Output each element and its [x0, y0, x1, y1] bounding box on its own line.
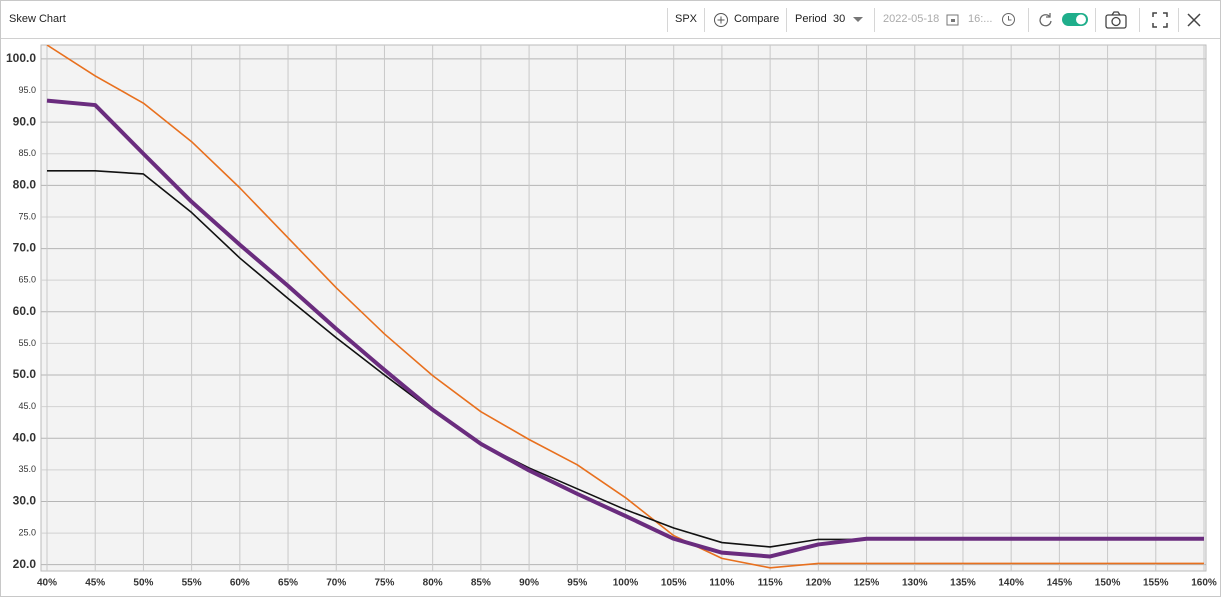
x-tick-label: 85%: [471, 578, 491, 589]
x-tick-label: 115%: [758, 578, 783, 589]
y-tick-label: 95.0: [18, 85, 36, 95]
x-tick-label: 110%: [709, 578, 734, 589]
y-tick-label: 55.0: [18, 338, 36, 348]
toolbar: Skew Chart SPX Compare Period 30 2022-05…: [1, 1, 1220, 39]
x-tick-label: 90%: [519, 578, 539, 589]
window-title: Skew Chart: [9, 13, 66, 25]
chart: 20.0 25.0 30.0 35.0 40.0 45.0 50.0 55.0 60.0 65.0…: [6, 44, 1217, 589]
plot-area: [40, 44, 1207, 572]
x-tick-label: 95%: [567, 578, 587, 589]
y-tick-label: 25.0: [18, 527, 36, 537]
compare-icon[interactable]: [713, 12, 729, 28]
y-tick-label: 85.0: [18, 148, 36, 158]
period-label: Period: [795, 13, 827, 25]
calendar-icon[interactable]: [946, 13, 959, 26]
y-tick-label: 90.0: [13, 114, 37, 128]
y-tick-label: 40.0: [13, 430, 37, 444]
date[interactable]: 2022-05-18: [883, 13, 940, 25]
y-tick-label: 75.0: [18, 211, 36, 221]
x-tick-label: 70%: [326, 578, 346, 589]
x-tick-label: 140%: [998, 578, 1024, 589]
close-icon[interactable]: [1187, 13, 1201, 27]
x-tick-label: 45%: [85, 578, 105, 589]
period-value[interactable]: 30: [833, 13, 846, 25]
fullscreen-icon[interactable]: [1152, 12, 1168, 28]
camera-icon[interactable]: [1105, 11, 1127, 29]
toggle[interactable]: [1061, 12, 1089, 27]
x-tick-label: 135%: [950, 578, 976, 589]
x-tick-label: 160%: [1191, 578, 1217, 589]
series-line: [46, 98, 1204, 559]
x-tick-label: 100%: [613, 578, 639, 589]
y-tick-label: 80.0: [13, 178, 37, 192]
compare-button[interactable]: Compare: [734, 13, 780, 25]
x-tick-label: 120%: [806, 578, 832, 589]
y-tick-label: 50.0: [13, 367, 37, 381]
x-tick-label: 155%: [1143, 578, 1169, 589]
x-tick-label: 75%: [374, 578, 394, 589]
y-tick-label: 30.0: [13, 494, 37, 508]
x-tick-label: 55%: [182, 578, 202, 589]
x-tick-label: 80%: [423, 578, 443, 589]
y-tick-label: 100.0: [6, 51, 36, 65]
y-tick-label: 65.0: [18, 275, 36, 285]
x-tick-label: 145%: [1047, 578, 1073, 589]
x-tick-label: 50%: [133, 578, 153, 589]
x-tick-label: 105%: [661, 578, 687, 589]
y-tick-label: 70.0: [13, 241, 37, 255]
y-tick-label: 60.0: [13, 304, 37, 318]
y-tick-label: 35.0: [18, 464, 36, 474]
symbol[interactable]: SPX: [675, 13, 698, 25]
x-tick-label: 130%: [902, 578, 928, 589]
clock-icon[interactable]: [1001, 12, 1016, 27]
series-line: [46, 45, 1204, 569]
x-tick-label: 40%: [37, 578, 57, 589]
x-tick-label: 125%: [854, 578, 880, 589]
y-tick-label: 45.0: [18, 401, 36, 411]
x-tick-label: 60%: [230, 578, 250, 589]
x-tick-label: 65%: [278, 578, 298, 589]
time[interactable]: 16:...: [968, 13, 993, 25]
x-tick-label: 150%: [1095, 578, 1121, 589]
dropdown-arrow[interactable]: [853, 17, 863, 23]
y-tick-label: 20.0: [13, 557, 37, 571]
refresh-icon[interactable]: [1038, 12, 1053, 27]
